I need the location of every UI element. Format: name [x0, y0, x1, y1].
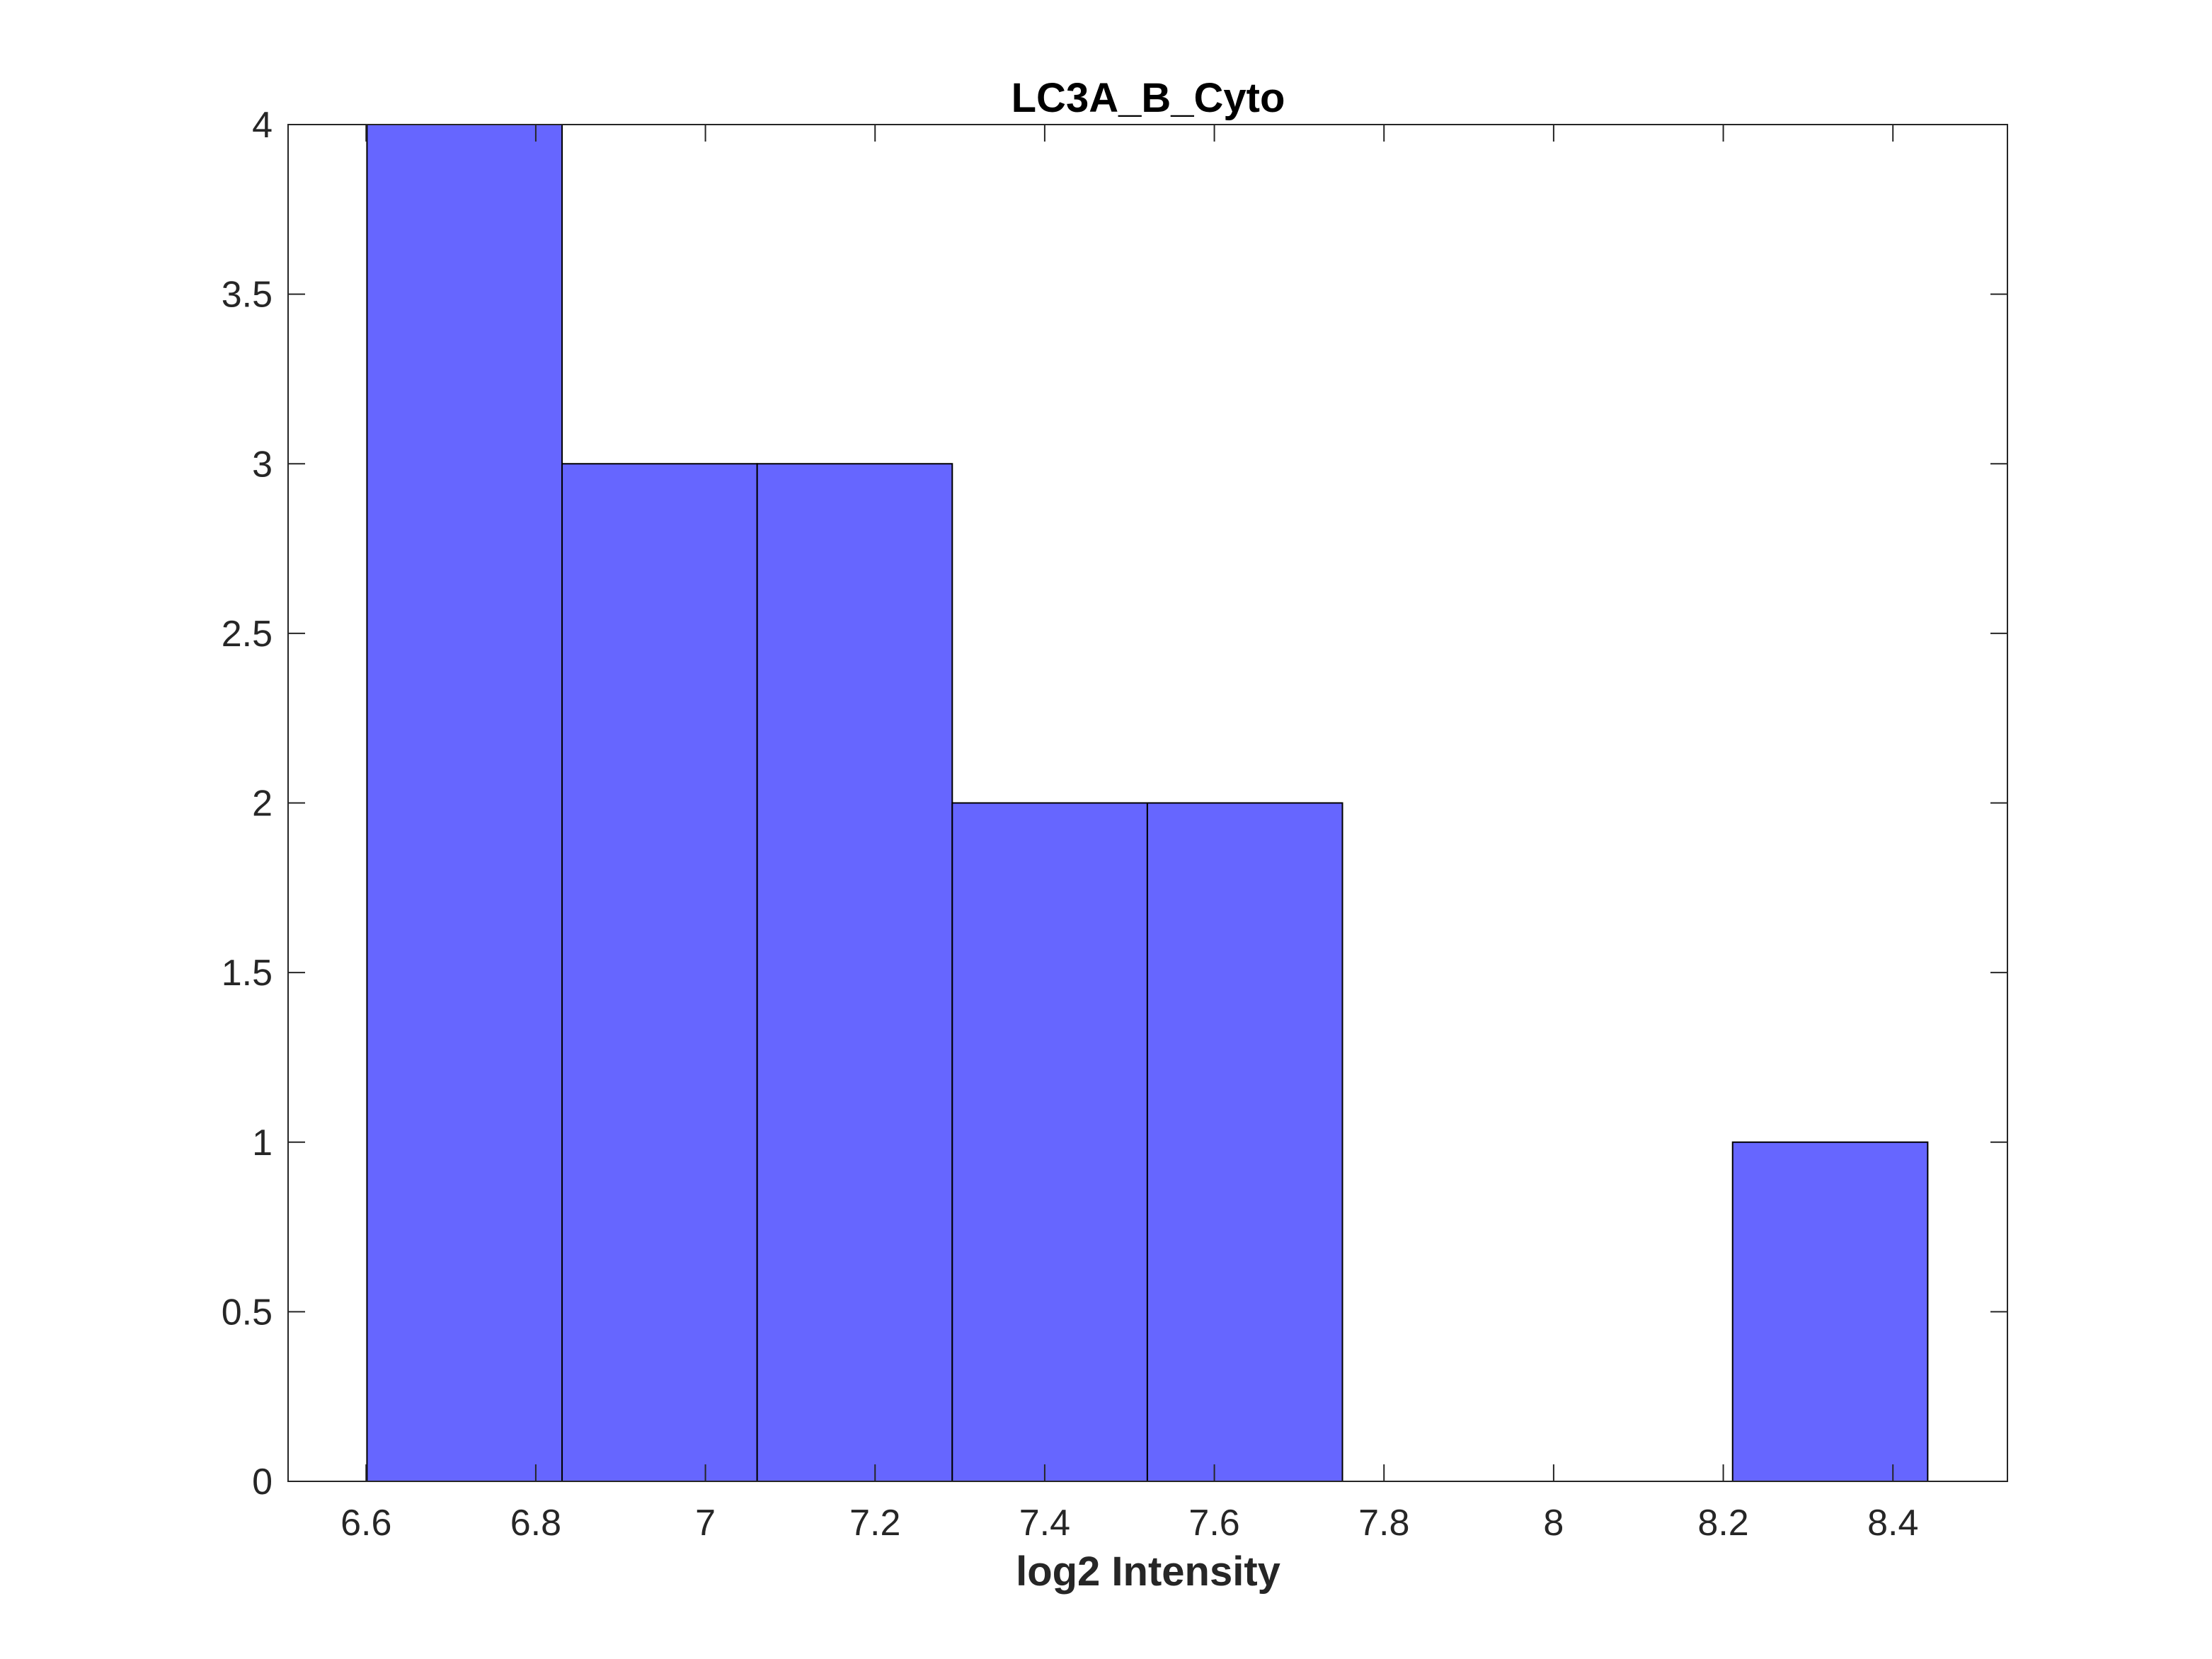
histogram-bar: [561, 463, 758, 1482]
histogram-bar: [951, 802, 1148, 1482]
y-tick-label: 2: [252, 783, 273, 825]
histogram-bar: [756, 463, 953, 1482]
x-tick-label: 6.6: [340, 1503, 391, 1544]
x-tick-label: 7.4: [1019, 1503, 1070, 1544]
y-tick-label: 2.5: [222, 614, 273, 655]
x-tick-label: 6.8: [510, 1503, 561, 1544]
histogram-bar: [1731, 1141, 1929, 1482]
x-axis-label: log2 Intensity: [1016, 1549, 1280, 1595]
y-tick-label: 3.5: [222, 275, 273, 316]
x-tick-label: 8.4: [1867, 1503, 1918, 1544]
y-tick-label: 3: [252, 444, 273, 485]
y-tick-label: 4: [252, 105, 273, 146]
histogram-bar: [1146, 802, 1343, 1482]
y-tick-labels: 0 0.5 1 1.5 2 2.5 3 3.5 4: [222, 105, 273, 1503]
x-tick-label: 7: [695, 1503, 716, 1544]
axes-box: [287, 124, 2008, 1482]
y-tick-label: 1.5: [222, 953, 273, 994]
y-tick-label: 0.5: [222, 1292, 273, 1333]
x-tick-label: 7.2: [849, 1503, 900, 1544]
histogram-bars: [366, 124, 1929, 1482]
histogram-bar: [366, 124, 563, 1482]
y-tick-label: 0: [252, 1462, 273, 1503]
x-tick-label: 7.6: [1188, 1503, 1239, 1544]
y-tick-label: 1: [252, 1123, 273, 1164]
chart-title: LC3A_B_Cyto: [1012, 75, 1285, 121]
x-tick-label: 8.2: [1697, 1503, 1748, 1544]
x-tick-label: 8: [1543, 1503, 1564, 1544]
x-tick-label: 7.8: [1358, 1503, 1409, 1544]
x-tick-labels: 6.6 6.8 7 7.2 7.4 7.6 7.8 8 8.2 8.4: [340, 1503, 1918, 1544]
